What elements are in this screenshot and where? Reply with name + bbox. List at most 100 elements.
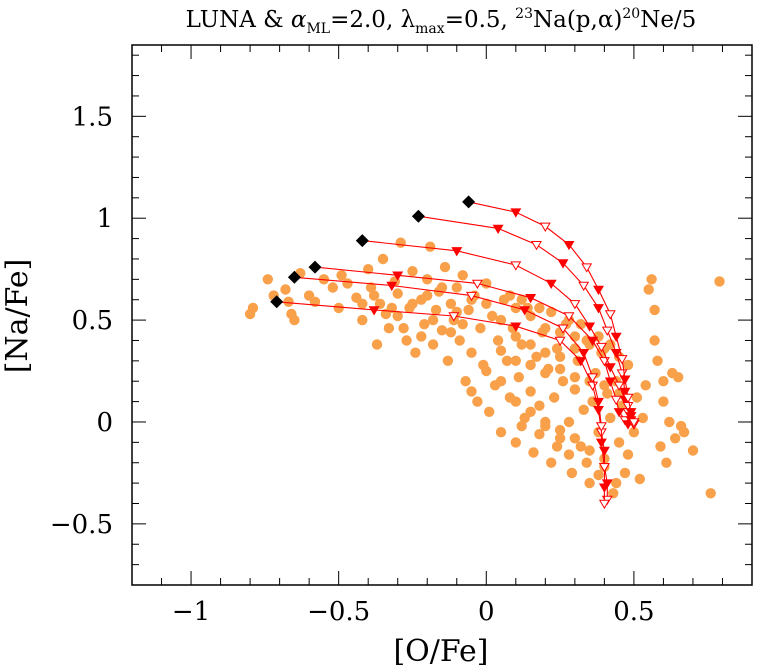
observed-point [551,441,563,452]
observed-point [569,384,581,395]
observed-point [652,355,663,366]
model-marker-filled [604,363,616,373]
observed-point [554,363,566,375]
model-marker-open [569,300,581,310]
observed-point [395,237,406,248]
initial-composition-marker [308,260,322,274]
observed-point [466,386,477,397]
observed-point [495,314,507,326]
observed-point [495,345,507,356]
observed-point [336,270,347,281]
observed-point [540,367,551,379]
observed-point [554,433,566,444]
model-marker-filled [610,332,622,342]
model-marker-open [531,241,542,251]
observed-point [327,282,338,293]
title-alpha-value: =2.0, [330,7,400,33]
observed-point [357,298,368,309]
observed-point [687,445,699,456]
x-axis-label: [O/Fe] [393,634,488,669]
observed-point [637,412,648,424]
observed-point [484,406,495,417]
observed-point [622,359,634,371]
observed-point [466,347,477,358]
observed-point [392,288,403,299]
observed-point [705,488,716,499]
model-marker-filled [510,208,522,218]
observed-point [451,282,462,293]
observed-point [445,327,457,338]
observed-point [410,347,421,358]
observed-point [430,304,442,316]
observed-point [649,304,660,316]
y-axis-label: [Na/Fe] [0,259,35,374]
model-marker-open [539,222,551,232]
x-tick-label: −1 [172,597,210,627]
observed-point [289,314,300,326]
observed-point [247,302,259,314]
observed-point [540,323,551,334]
model-marker-open [613,381,625,391]
model-marker-filled [593,406,604,416]
observed-point [578,404,589,415]
observed-point [643,284,654,295]
x-tick-label: 0 [478,597,495,627]
observed-point [640,380,651,391]
title-alpha-symbol: α [291,7,307,33]
initial-composition-marker [287,270,301,284]
axes-layer: −1 −0.5 0 0.5 −0.5 0 0.5 1 1.5 [50,45,753,627]
observed-point [439,261,451,273]
observed-point [436,325,448,336]
model-marker-filled [610,349,622,359]
title-isotope-23: 23 [515,6,533,22]
model-marker-filled [604,377,616,387]
model-marker-open [595,342,607,353]
observed-point [546,457,557,468]
observed-point [551,343,563,354]
observed-points-layer [244,237,725,499]
observed-point [631,392,643,403]
observed-point [513,372,524,383]
observed-point [563,449,575,460]
x-tick-label: 0.5 [613,597,654,627]
observed-point [611,477,622,489]
observed-point [664,416,675,428]
model-marker-filled [386,281,398,292]
observed-point [581,457,592,468]
observed-point [569,343,581,354]
observed-point [554,424,566,436]
observed-point [401,335,412,346]
model-marker-open [610,395,622,406]
observed-point [525,386,536,397]
observed-point [673,372,684,383]
observed-point [546,306,557,318]
observed-point [563,416,575,428]
observed-point [658,396,669,407]
observed-point [457,319,468,330]
observed-point [392,310,403,322]
model-tracks-layer [270,195,640,510]
observed-point [422,274,433,285]
observed-point [599,380,610,391]
observed-point [487,310,498,322]
observed-point [528,447,539,458]
model-marker-open [557,324,569,334]
y-tick-label: 1 [96,204,113,234]
model-marker-open [578,281,590,292]
model-marker-filled [584,322,596,332]
model-marker-open [622,393,634,404]
observed-point [365,282,377,293]
observed-point [613,437,625,448]
observed-point [646,274,657,285]
observed-point [457,270,468,281]
model-marker-filled [525,294,537,304]
observed-point [416,331,427,342]
observed-point [333,302,344,314]
observed-point [584,445,595,456]
model-marker-open [466,291,477,302]
observed-point [495,427,507,438]
model-marker-filled [593,285,604,296]
observed-point [472,396,483,407]
model-marker-open [471,279,483,289]
observed-point [510,437,521,448]
